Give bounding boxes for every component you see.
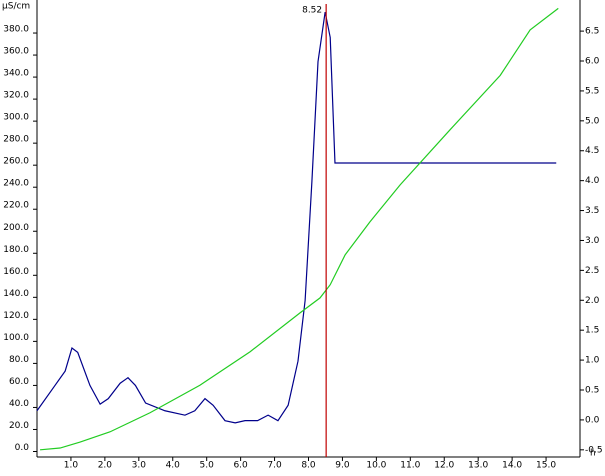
y-tick-label: 60.0 — [9, 377, 29, 387]
x-tick-label: 9.0 — [335, 461, 350, 471]
y2-tick-label: 4.0 — [585, 176, 600, 186]
marker-label: 8.52 — [302, 6, 322, 16]
x-tick-label: 7.0 — [267, 461, 282, 471]
y-tick-label: 240.0 — [3, 179, 29, 189]
y2-tick-label: 1.0 — [585, 356, 600, 366]
x-tick-label: 2.0 — [98, 461, 113, 471]
y-tick-label: 120.0 — [3, 311, 29, 321]
y-tick-label: 280.0 — [3, 135, 29, 145]
x-tick-label: 11.0 — [400, 461, 420, 471]
x-tick-label: 13.0 — [468, 461, 488, 471]
y2-tick-label: 3.0 — [585, 236, 600, 246]
y2-tick-label: 2.5 — [585, 266, 599, 276]
x-tick-label: 3.0 — [132, 461, 147, 471]
y2-tick-label: 2.0 — [585, 296, 600, 306]
x-tick-label: 4.0 — [166, 461, 181, 471]
y-tick-label: 100.0 — [3, 333, 29, 343]
y-tick-label: 20.0 — [9, 421, 29, 431]
y-tick-label: 380.0 — [3, 25, 29, 35]
x-tick-label: 6.0 — [233, 461, 248, 471]
y-tick-label: 40.0 — [9, 399, 29, 409]
y-tick-label: 80.0 — [9, 355, 29, 365]
y2-tick-label: 0.0 — [585, 415, 600, 425]
y2-tick-label: 1.5 — [585, 326, 599, 336]
y-tick-label: 320.0 — [3, 91, 29, 101]
x-tick-label: 15.0 — [536, 461, 556, 471]
y-tick-label: 360.0 — [3, 47, 29, 57]
y2-tick-label: 6.5 — [585, 27, 599, 37]
x-tick-label: 5.0 — [200, 461, 215, 471]
y-tick-label: 200.0 — [3, 223, 29, 233]
y-axis-label: µS/cm — [2, 2, 30, 12]
y2-tick-label: -0.5 — [585, 445, 603, 455]
x-tick-label: 1.0 — [64, 461, 79, 471]
x-tick-label: 10.0 — [366, 461, 386, 471]
y-tick-label: 180.0 — [3, 245, 29, 255]
y-tick-label: 160.0 — [3, 267, 29, 277]
x-axis-label: h — [590, 449, 596, 459]
data-line — [40, 7, 559, 451]
x-tick-label: 8.0 — [301, 461, 316, 471]
y-tick-label: 340.0 — [3, 69, 29, 79]
y-tick-label: 300.0 — [3, 113, 29, 123]
data-line — [36, 11, 557, 424]
y-tick-label: 260.0 — [3, 157, 29, 167]
y2-tick-label: 4.5 — [585, 146, 599, 156]
y-tick-label: 140.0 — [3, 289, 29, 299]
x-tick-label: 14.0 — [502, 461, 522, 471]
y2-tick-label: 5.5 — [585, 86, 599, 96]
y2-tick-label: 6.0 — [585, 57, 600, 67]
y2-tick-label: 5.0 — [585, 116, 600, 126]
y2-tick-label: 0.5 — [585, 386, 599, 396]
y-tick-label: 220.0 — [3, 201, 29, 211]
y-tick-label: 0.0 — [15, 443, 30, 453]
y2-tick-label: 3.5 — [585, 206, 599, 216]
x-tick-label: 12.0 — [434, 461, 454, 471]
